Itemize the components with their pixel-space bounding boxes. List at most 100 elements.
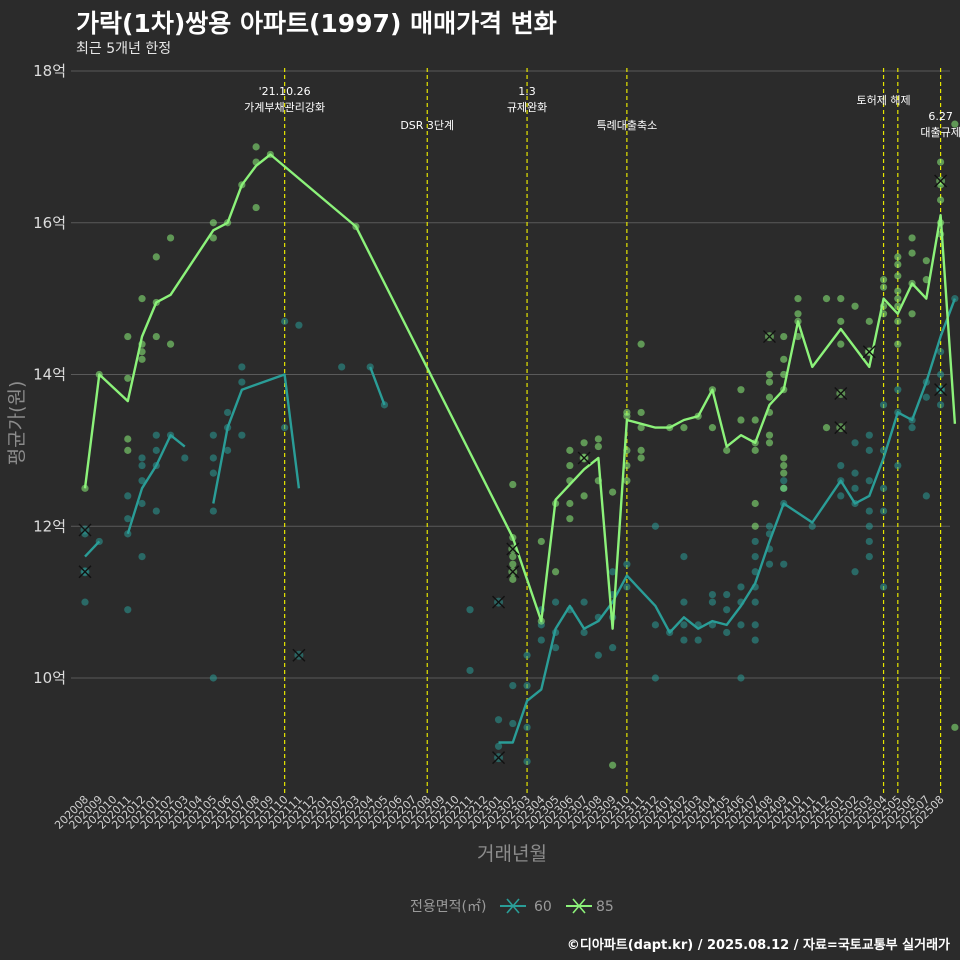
data-point xyxy=(894,340,902,348)
data-point xyxy=(751,568,759,576)
data-point xyxy=(566,515,574,523)
data-point xyxy=(780,484,788,492)
data-point xyxy=(765,560,774,568)
data-point xyxy=(879,401,888,409)
data-point xyxy=(295,321,303,329)
data-point xyxy=(494,742,503,750)
data-point xyxy=(209,674,217,682)
data-point xyxy=(837,340,845,348)
data-point xyxy=(780,560,788,568)
data-point xyxy=(152,253,160,261)
event-label: DSR 3단계 xyxy=(400,119,454,132)
data-point xyxy=(737,621,745,629)
data-point xyxy=(894,260,902,269)
data-points xyxy=(81,120,959,769)
data-point xyxy=(338,363,346,371)
data-point xyxy=(908,234,916,242)
data-point xyxy=(879,507,888,515)
data-point xyxy=(281,317,289,325)
y-tick-label: 14억 xyxy=(33,366,66,384)
data-point xyxy=(651,674,660,682)
data-point xyxy=(765,378,774,386)
data-point xyxy=(680,636,688,644)
data-point xyxy=(238,363,246,371)
data-point xyxy=(723,628,731,637)
data-point xyxy=(594,651,602,659)
data-point xyxy=(737,386,745,394)
data-point xyxy=(765,439,774,447)
legend-key-cross xyxy=(506,898,520,914)
legend-label: 85 xyxy=(596,899,614,915)
data-point xyxy=(124,374,132,382)
data-point xyxy=(152,507,160,515)
data-point xyxy=(837,295,845,303)
data-point xyxy=(124,606,132,614)
data-point xyxy=(138,461,146,470)
data-point xyxy=(765,370,774,379)
grid-lines xyxy=(71,70,950,679)
data-point xyxy=(623,477,631,485)
data-point xyxy=(737,416,745,424)
data-point xyxy=(751,537,759,546)
data-point xyxy=(865,537,873,546)
data-point xyxy=(81,598,89,606)
cross-marker xyxy=(934,383,948,397)
series-line xyxy=(212,373,301,504)
data-point xyxy=(851,469,859,477)
data-point xyxy=(851,568,859,576)
series-lines xyxy=(83,153,957,744)
cross-marker xyxy=(506,542,520,556)
data-point xyxy=(751,621,759,629)
data-point xyxy=(879,484,888,492)
data-point xyxy=(238,378,246,386)
data-point xyxy=(138,295,146,303)
data-point xyxy=(494,716,503,724)
data-point xyxy=(566,446,574,454)
data-point xyxy=(566,499,574,508)
data-point xyxy=(537,636,545,644)
data-point xyxy=(238,431,246,439)
data-point xyxy=(551,644,560,652)
event-label: '21.10.26 xyxy=(259,85,311,98)
data-point xyxy=(580,439,588,447)
data-point xyxy=(780,461,788,470)
event-label: 토허제 해제 xyxy=(857,93,911,107)
event-label: 대출규제 xyxy=(920,126,960,139)
data-point xyxy=(865,522,873,530)
data-point xyxy=(951,120,959,128)
data-point xyxy=(509,560,517,568)
cross-marker xyxy=(292,648,306,662)
data-point xyxy=(708,598,717,606)
data-point xyxy=(509,681,517,690)
legend-key-cross xyxy=(572,898,586,914)
series-line xyxy=(369,366,386,406)
chart-title: 가락(1차)쌍용 아파트(1997) 매매가격 변화 xyxy=(76,9,557,38)
legend-label: 60 xyxy=(534,899,552,915)
data-point xyxy=(894,287,902,295)
data-point xyxy=(466,606,474,614)
cross-marker xyxy=(492,751,506,765)
data-point xyxy=(894,295,902,303)
data-point xyxy=(865,317,873,325)
data-point xyxy=(908,249,916,257)
data-point xyxy=(723,606,731,614)
event-label: 1.3 xyxy=(518,85,536,98)
data-point xyxy=(209,234,217,242)
data-point xyxy=(908,424,916,432)
data-point xyxy=(594,435,602,443)
data-point xyxy=(252,143,260,151)
cross-marker xyxy=(834,386,848,400)
legend: 전용면적(㎡) 60 85 xyxy=(410,898,614,915)
cross-markers xyxy=(78,174,948,765)
data-point xyxy=(138,553,146,561)
data-point xyxy=(865,553,873,561)
data-point xyxy=(181,454,189,462)
data-point xyxy=(680,621,688,629)
data-point xyxy=(224,408,232,417)
data-point xyxy=(751,598,759,606)
data-point xyxy=(637,454,645,462)
data-point xyxy=(937,370,945,379)
data-point xyxy=(138,477,146,485)
data-point xyxy=(509,719,517,728)
data-point xyxy=(209,431,217,439)
